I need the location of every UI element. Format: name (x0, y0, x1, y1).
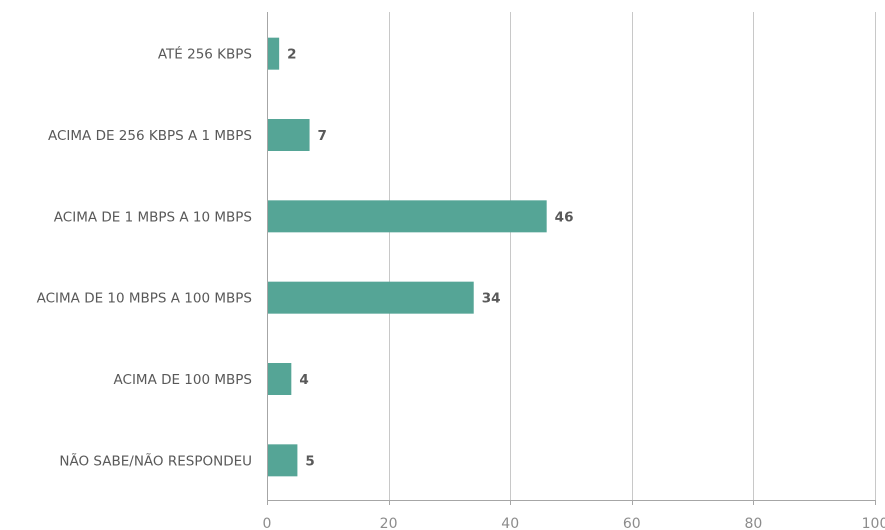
bar-1 (268, 37, 280, 70)
bar-2 (268, 119, 310, 151)
category-label-6: NÃO SABE/NÃO RESPONDEU (59, 452, 252, 469)
category-label-5: ACIMA DE 100 MBPS (114, 372, 252, 388)
bar-5 (268, 363, 292, 395)
category-label-1: ATÉ 256 KBPS (158, 46, 252, 63)
category-label-2: ACIMA DE 256 KBPS A 1 MBPS (48, 128, 252, 144)
x-axis-tick-labels: 0 20 40 60 80 100 (263, 500, 885, 530)
data-label-4: 34 (482, 291, 501, 307)
category-label-3: ACIMA DE 1 MBPS A 10 MBPS (54, 209, 252, 225)
category-labels: ATÉ 256 KBPS ACIMA DE 256 KBPS A 1 MBPS AC… (37, 46, 252, 470)
x-tick-label-100: 100 (862, 516, 885, 530)
data-label-2: 7 (318, 128, 327, 144)
data-labels: 2 7 46 34 4 5 (287, 47, 573, 470)
bar-4 (268, 281, 474, 314)
bar-6 (268, 444, 298, 477)
x-tick-label-0: 0 (263, 516, 272, 530)
bar-3 (268, 200, 547, 233)
data-label-1: 2 (287, 47, 296, 63)
x-tick-label-40: 40 (501, 516, 519, 530)
category-label-4: ACIMA DE 10 MBPS A 100 MBPS (37, 291, 252, 307)
x-tick-label-60: 60 (623, 516, 641, 530)
bars (268, 37, 547, 477)
x-tick-label-20: 20 (380, 516, 398, 530)
x-tick-label-80: 80 (744, 516, 762, 530)
data-label-5: 4 (299, 372, 308, 388)
data-label-6: 5 (305, 453, 314, 469)
data-label-3: 46 (555, 209, 574, 225)
grid-lines (389, 12, 876, 500)
